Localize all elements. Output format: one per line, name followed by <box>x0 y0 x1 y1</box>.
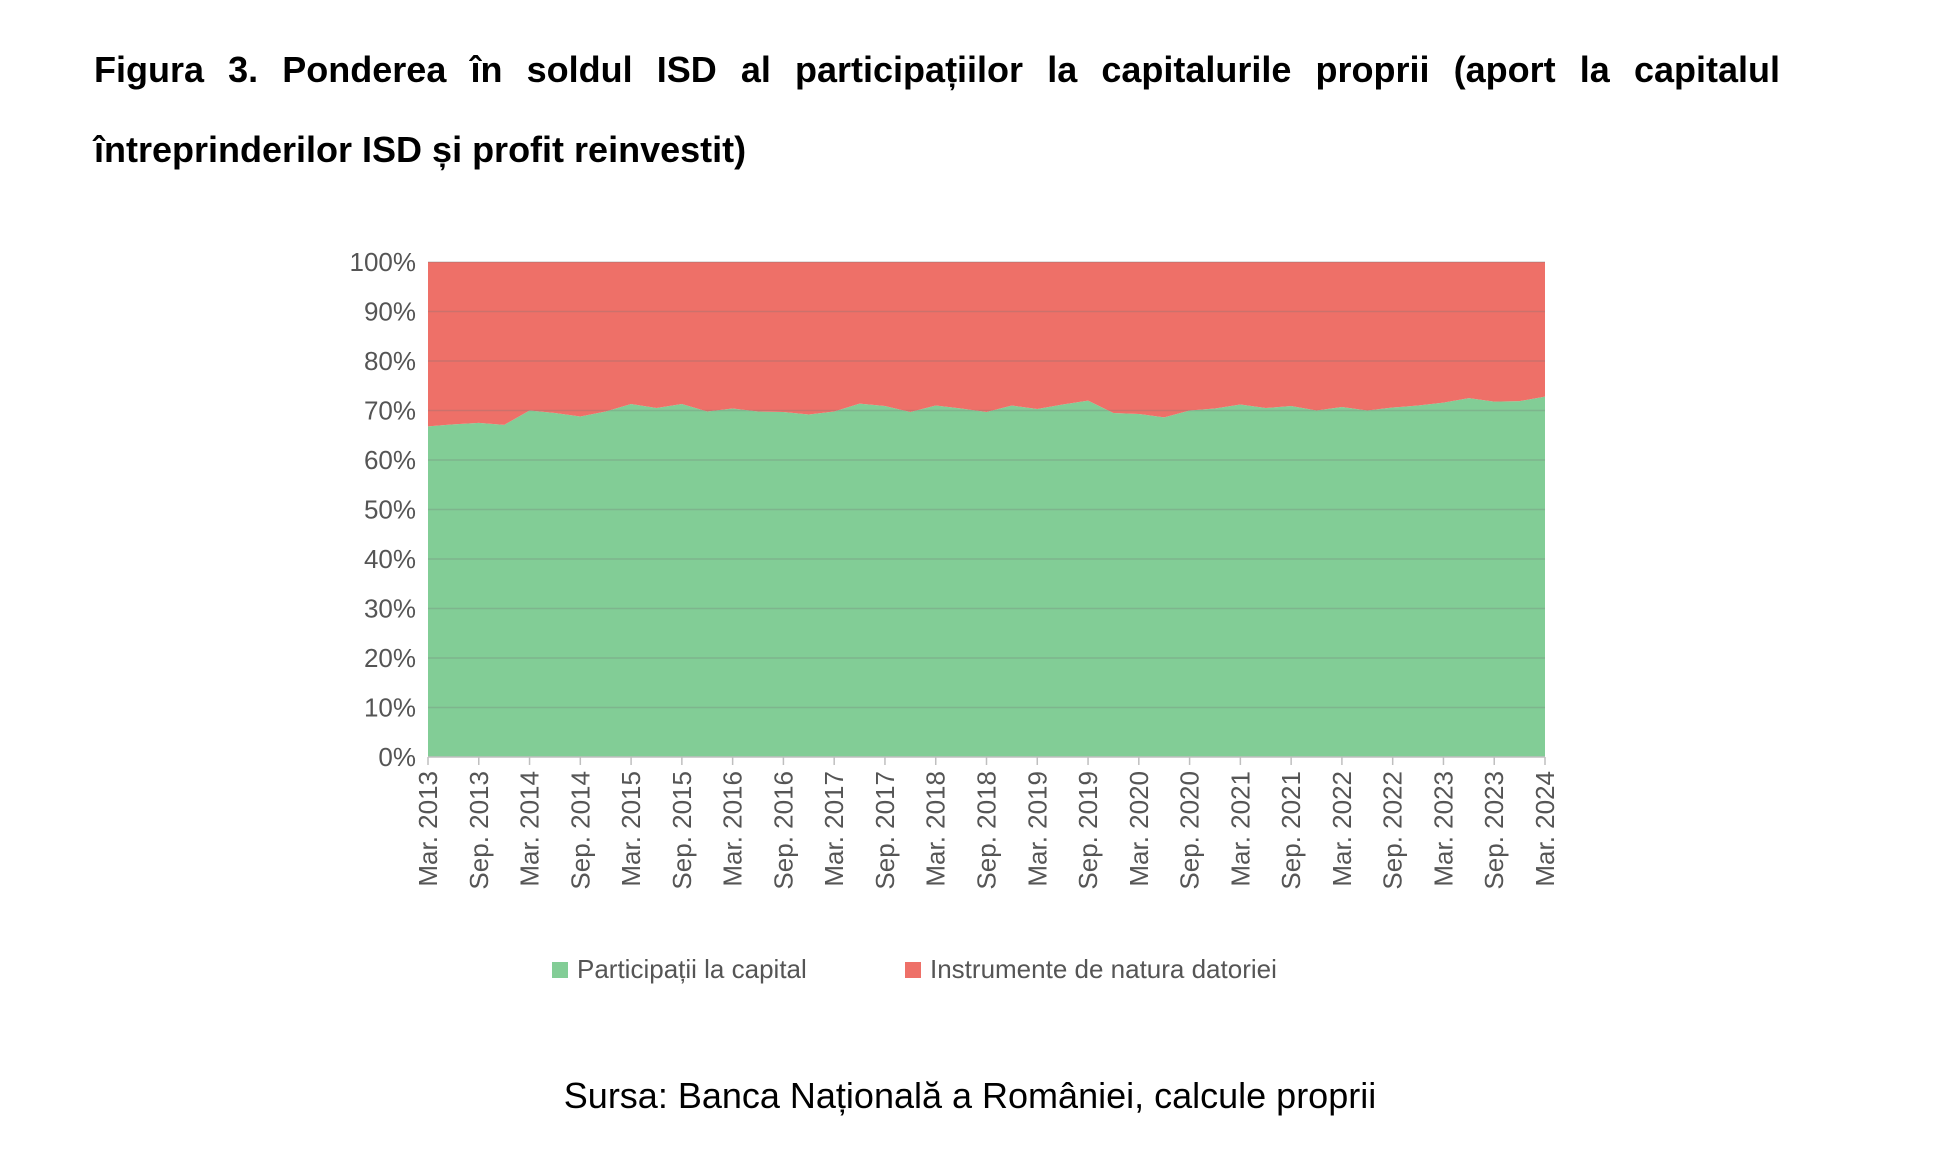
figure-title: Figura 3. Ponderea în soldul ISD al part… <box>94 49 1780 170</box>
x-tick-label: Sep. 2021 <box>1276 771 1306 890</box>
x-tick-label: Mar. 2015 <box>616 771 646 887</box>
source-text: Sursa: Banca Națională a României, calcu… <box>563 1075 1377 1116</box>
x-axis: Mar. 2013 Sep. 2013 Mar. 2014 Sep. 2014 Mar.… <box>413 756 1560 890</box>
source-note: Sursa: Banca Națională a României, calcu… <box>0 1075 1940 1117</box>
x-tick-label: Sep. 2015 <box>667 771 697 890</box>
y-tick-label: 20% <box>364 643 416 673</box>
x-tick-label: Sep. 2022 <box>1378 771 1408 890</box>
y-tick-label: 70% <box>364 396 416 426</box>
chart-gridlines <box>428 261 1545 709</box>
x-tick-label: Mar. 2023 <box>1428 771 1458 887</box>
x-tick-label: Sep. 2020 <box>1175 771 1205 890</box>
y-tick-label: 0% <box>378 742 416 772</box>
area-series-0 <box>428 396 1545 757</box>
x-tick-label: Sep. 2013 <box>464 771 494 890</box>
y-tick-label: 100% <box>350 247 417 277</box>
x-tick-label: Sep. 2016 <box>768 771 798 890</box>
x-tick-label: Sep. 2023 <box>1479 771 1509 890</box>
x-tick-label: Sep. 2018 <box>972 771 1002 890</box>
x-tick-label: Sep. 2017 <box>870 771 900 890</box>
y-tick-label: 40% <box>364 544 416 574</box>
y-tick-label: 90% <box>364 297 416 327</box>
chart-legend: Participații la capital Instrumente de na… <box>552 954 1277 984</box>
x-tick-label: Mar. 2019 <box>1022 771 1052 887</box>
y-tick-label: 60% <box>364 445 416 475</box>
x-tick-label: Mar. 2022 <box>1327 771 1357 887</box>
legend-swatch-1 <box>905 962 921 978</box>
area-series-1 <box>428 262 1545 427</box>
x-tick-label: Sep. 2014 <box>565 771 595 890</box>
y-tick-label: 50% <box>364 495 416 525</box>
x-tick-label: Mar. 2024 <box>1530 771 1560 887</box>
x-tick-label: Mar. 2020 <box>1124 771 1154 887</box>
x-tick-label: Mar. 2017 <box>819 771 849 887</box>
legend-swatch-0 <box>552 962 568 978</box>
y-tick-label: 10% <box>364 693 416 723</box>
y-axis: 0% 10% 20% 30% 40% 50% 60% 70% 80% 90% 100% <box>350 247 417 772</box>
x-tick-label: Mar. 2021 <box>1225 771 1255 887</box>
y-tick-label: 80% <box>364 346 416 376</box>
legend-label-0: Participații la capital <box>577 954 807 984</box>
x-tick-label: Sep. 2019 <box>1073 771 1103 890</box>
x-tick-label: Mar. 2016 <box>718 771 748 887</box>
chart-areas <box>428 262 1545 757</box>
x-tick-label: Mar. 2018 <box>921 771 951 887</box>
stacked-area-chart: 0% 10% 20% 30% 40% 50% 60% 70% 80% 90% 100% Mar. 2… <box>350 247 1561 984</box>
chart-container: 0% 10% 20% 30% 40% 50% 60% 70% 80% 90% 100% Mar. 2… <box>300 230 1600 1010</box>
legend-label-1: Instrumente de natura datoriei <box>930 954 1277 984</box>
x-tick-label: Mar. 2014 <box>515 771 545 887</box>
y-tick-label: 30% <box>364 594 416 624</box>
x-tick-label: Mar. 2013 <box>413 771 443 887</box>
